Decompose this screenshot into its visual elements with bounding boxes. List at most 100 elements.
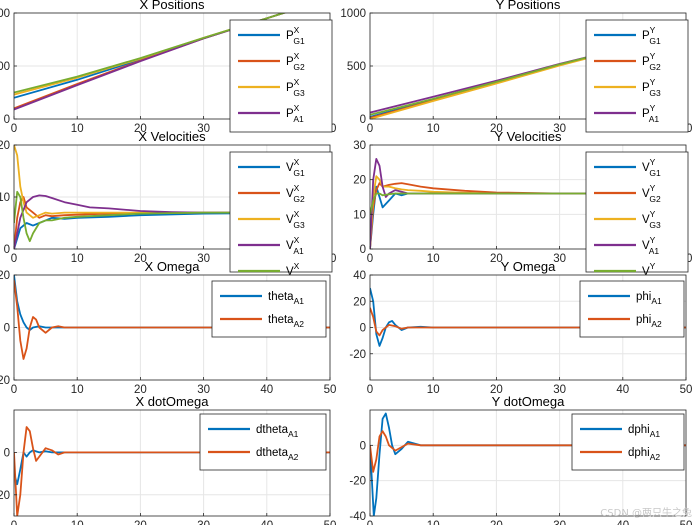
x-tick-label: 10 (427, 520, 440, 525)
x-tick-label: 40 (616, 384, 629, 396)
x-tick-label: 10 (427, 253, 440, 265)
series-line (14, 426, 330, 516)
x-tick-label: 0 (11, 384, 17, 396)
legend-label: dthetaA1 (256, 424, 299, 439)
series-line (370, 430, 686, 473)
legend-label: VY G2 (642, 183, 661, 204)
legend-label: thetaA1 (268, 291, 304, 306)
legend-label: VY G1 (642, 157, 661, 178)
x-tick-label: 40 (616, 520, 629, 525)
legend-label: PY A1 (642, 103, 659, 124)
x-tick-label: 0 (367, 253, 373, 265)
x-tick-label: 0 (11, 123, 17, 135)
chart-title: X dotOmega (136, 394, 210, 409)
y-tick-label: -40 (349, 511, 366, 523)
y-tick-label: 0 (360, 114, 366, 126)
legend-label: VX G1 (286, 157, 305, 178)
legend-label: VX A1 (286, 235, 304, 256)
watermark-text: CSDN @两只牛之兔 (600, 508, 692, 519)
series-line (370, 182, 686, 249)
x-tick-label: 30 (197, 253, 210, 265)
x-tick-label: 0 (367, 384, 373, 396)
legend-label: thetaA2 (268, 314, 304, 329)
legend: dphiA1 dphiA2 (571, 413, 685, 471)
y-tick-label: 20 (353, 296, 366, 308)
x-tick-label: 20 (490, 123, 503, 135)
legend: VY G1 VY G2 VY G3 VY A1 VY (585, 151, 689, 278)
y-tick-label: 0 (4, 447, 10, 459)
legend-label: PY G3 (642, 77, 661, 98)
y-tick-label: 10 (0, 192, 10, 204)
legend-label: VX (286, 261, 300, 278)
legend-box (579, 280, 685, 338)
axes-box (369, 409, 687, 517)
y-tick-label: 500 (347, 61, 366, 73)
x-tick-label: 0 (11, 253, 17, 265)
y-tick-label: 0 (360, 244, 366, 256)
y-tick-label: 20 (0, 270, 10, 282)
legend-label: VY (642, 261, 656, 278)
x-tick-label: 10 (427, 123, 440, 135)
y-tick-label: 30 (353, 140, 366, 152)
series-line (14, 190, 330, 243)
y-tick-label: 1000 (340, 8, 366, 20)
x-tick-label: 30 (553, 384, 566, 396)
x-tick-label: 30 (197, 520, 210, 525)
legend-box (229, 151, 333, 273)
subplot-1: 0102030405005001000X PositionsPXG1PXG2PX… (0, 0, 336, 135)
subplot-4: 010203040500102030Y VelocitiesVYG1VYG2VY… (353, 129, 692, 278)
y-tick-label: 1000 (0, 8, 10, 20)
chart-title: X Positions (139, 0, 205, 12)
x-tick-label: 20 (490, 520, 503, 525)
legend-box (199, 413, 327, 471)
y-tick-label: -20 (0, 490, 10, 502)
legend-label: dphiA2 (628, 447, 660, 462)
legend: dthetaA1 dthetaA2 (199, 413, 327, 471)
legend-label: PX G2 (286, 51, 305, 72)
chart-title: X Omega (145, 259, 201, 274)
y-tick-label: -20 (349, 349, 366, 361)
series-line (370, 192, 686, 215)
x-tick-label: 40 (260, 520, 273, 525)
x-tick-label: 0 (11, 520, 17, 525)
legend-label: VY A1 (642, 235, 659, 256)
x-tick-label: 10 (71, 384, 84, 396)
x-tick-label: 50 (324, 384, 337, 396)
x-tick-label: 20 (490, 253, 503, 265)
x-tick-label: 20 (134, 123, 147, 135)
chart-title: X Velocities (138, 129, 206, 144)
y-tick-label: 0 (4, 114, 10, 126)
x-tick-label: 30 (553, 520, 566, 525)
y-tick-label: 10 (353, 209, 366, 221)
y-tick-label: 40 (353, 270, 366, 282)
y-tick-label: 0 (360, 323, 366, 335)
series-line (370, 307, 686, 337)
legend-box (585, 151, 689, 273)
series-line (14, 145, 330, 219)
y-tick-label: -20 (349, 476, 366, 488)
legend-label: phiA2 (636, 314, 662, 329)
legend: VX G1 VX G2 VX G3 VX A1 VX (229, 151, 333, 278)
legend: thetaA1 thetaA2 (211, 280, 327, 338)
legend: phiA1 phiA2 (579, 280, 685, 338)
legend-label: VY G3 (642, 209, 661, 230)
y-tick-label: -20 (0, 375, 10, 387)
legend-label: PX G3 (286, 77, 305, 98)
x-tick-label: 40 (260, 384, 273, 396)
x-tick-label: 30 (553, 123, 566, 135)
x-tick-label: 10 (71, 520, 84, 525)
x-tick-label: 10 (427, 384, 440, 396)
x-tick-label: 20 (134, 384, 147, 396)
legend-label: dphiA1 (628, 424, 660, 439)
legend-box (229, 19, 333, 133)
x-tick-label: 30 (197, 123, 210, 135)
legend-box (211, 280, 327, 338)
series-line (14, 280, 330, 360)
y-tick-label: 500 (0, 61, 10, 73)
subplot-8: 0 10 20 30 40 50 -40 -20 0 Y dotOmega dphiA1 dphiA2 (349, 394, 692, 530)
legend-label: PY G1 (642, 25, 661, 46)
subplot-2: 0102030405005001000Y PositionsPYG1PYG2PY… (340, 0, 692, 135)
